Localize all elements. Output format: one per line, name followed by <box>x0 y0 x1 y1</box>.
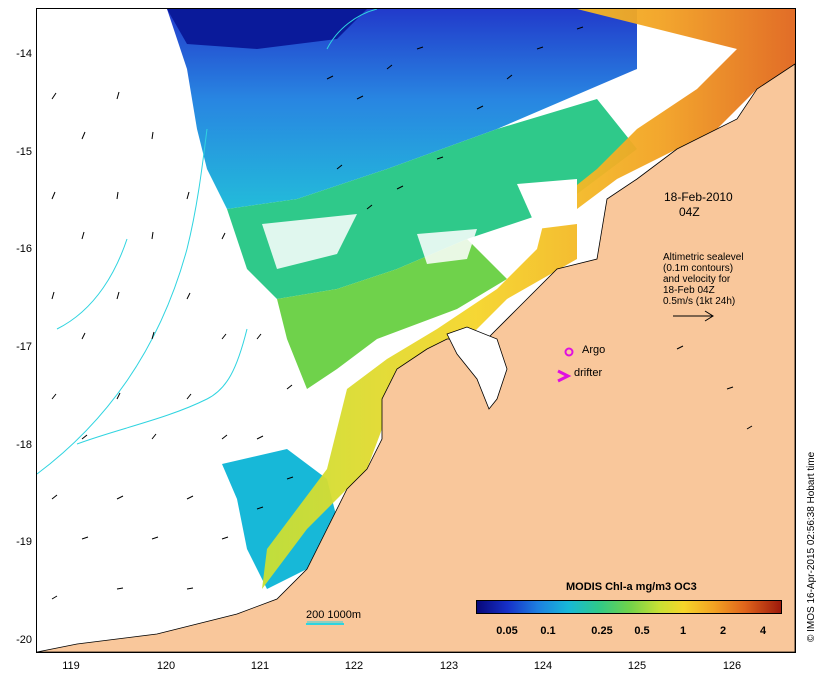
isobath-contour <box>76 328 248 445</box>
colorbar-tick: 0.1 <box>540 625 556 637</box>
drifter-marker <box>557 369 572 383</box>
chlorophyll-map <box>37 9 795 652</box>
x-axis-label: 120 <box>156 660 176 672</box>
ocean-chl-south-patch <box>222 449 337 589</box>
isobath-contour <box>37 128 208 475</box>
colorbar-tick: 2 <box>719 625 727 637</box>
cloud-gap <box>107 29 147 64</box>
cloud-gap <box>417 229 477 264</box>
isobath-contour <box>326 9 378 50</box>
y-axis-label: -20 <box>16 634 32 646</box>
colorbar-title: MODIS Chl-a mg/m3 OC3 <box>566 581 697 593</box>
velocity-arrows <box>51 26 753 600</box>
colorbar-tick: 1 <box>679 625 687 637</box>
time-label: 04Z <box>679 205 700 219</box>
altimetry-note-line: Altimetric sealevel <box>663 252 744 263</box>
x-axis-label: 123 <box>439 660 459 672</box>
y-axis-label: -17 <box>16 341 32 353</box>
y-axis-label: -19 <box>16 536 32 548</box>
drifter-label: drifter <box>574 367 603 379</box>
ocean-chl-coast <box>262 9 795 589</box>
y-axis-label: -18 <box>16 439 32 451</box>
altimetry-note-line: 0.5m/s (1kt 24h) <box>663 296 736 307</box>
isobath-contour <box>56 238 128 330</box>
y-axis-label: -15 <box>16 146 32 158</box>
x-axis-label: 126 <box>722 660 742 672</box>
colorbar-tick: 0.05 <box>496 625 518 637</box>
x-axis-label: 124 <box>533 660 553 672</box>
ocean-chl-north <box>167 9 637 209</box>
scale-label: 200 1000m <box>306 609 362 621</box>
altimetry-note-line: and velocity for <box>663 274 731 285</box>
altimetry-note-line: (0.1m contours) <box>663 263 734 274</box>
argo-marker <box>564 347 574 357</box>
argo-label: Argo <box>582 344 606 356</box>
isobath-scale-bar <box>306 623 344 625</box>
cloud-gap <box>517 179 577 229</box>
y-axis-label: -16 <box>16 243 32 255</box>
altimetry-note-line: 18-Feb 04Z <box>663 285 715 296</box>
ocean-chl-mid2 <box>277 239 507 389</box>
y-axis-label: -14 <box>16 48 32 60</box>
credit-text: © IMOS 16-Apr-2015 02:56:38 Hobart time <box>806 451 817 642</box>
reference-velocity-arrow <box>673 310 714 322</box>
x-axis-label: 119 <box>62 660 80 672</box>
ocean-chl-deep-north <box>167 9 367 49</box>
colorbar-tick: 0.25 <box>591 625 613 637</box>
x-axis-label: 125 <box>627 660 647 672</box>
x-axis-label: 121 <box>250 660 270 672</box>
date-label: 18-Feb-2010 <box>664 190 733 204</box>
x-axis-label: 122 <box>344 660 364 672</box>
colorbar-tick: 4 <box>759 625 767 637</box>
cloud-gap <box>262 214 357 269</box>
land-mass <box>37 63 795 652</box>
map-canvas <box>36 8 796 653</box>
colorbar <box>476 600 782 614</box>
colorbar-tick: 0.5 <box>634 625 650 637</box>
king-sound-inlet <box>446 326 508 410</box>
